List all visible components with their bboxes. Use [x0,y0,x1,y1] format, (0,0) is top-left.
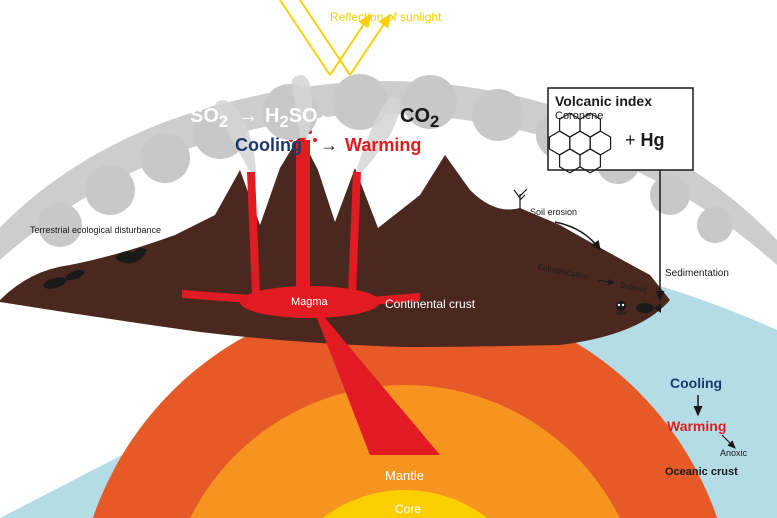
h2so4-label: H2SO4 [265,105,327,132]
arrow2-label: → [320,135,338,156]
continental-crust-label: Continental crust [385,297,475,311]
reflection-label: Reflection of sunlight [330,10,441,24]
oceanic-crust-label: Oceanic crust [665,466,738,478]
sedimentation-label: Sedimentation [665,268,729,279]
warming1-label: Warming [345,135,421,156]
anoxic-label: Anoxic [720,448,747,458]
cooling1-label: Cooling [235,135,302,156]
co2-label: CO2 [400,105,439,132]
ocean-arrows [0,0,777,518]
mantle-label: Mantle [385,468,424,483]
soil-erosion-label: Soil erosion [530,207,577,217]
diagram-canvas: Reflection of sunlight SO2 → H2SO4 CO2 C… [0,0,777,518]
core-label: Core [395,502,421,516]
coronene-label: Coronene [555,110,603,122]
so2-label: SO2 [190,105,228,132]
magma-label: Magma [291,296,328,308]
terrestrial-label: Terrestrial ecological disturbance [30,225,161,235]
cooling2-label: Cooling [670,375,722,391]
arrow1-label: → [238,105,258,128]
plus-hg-label: + Hg [625,130,665,151]
warming2-label: Warming [667,418,726,434]
volcanic-index-title: Volcanic index [555,93,652,109]
